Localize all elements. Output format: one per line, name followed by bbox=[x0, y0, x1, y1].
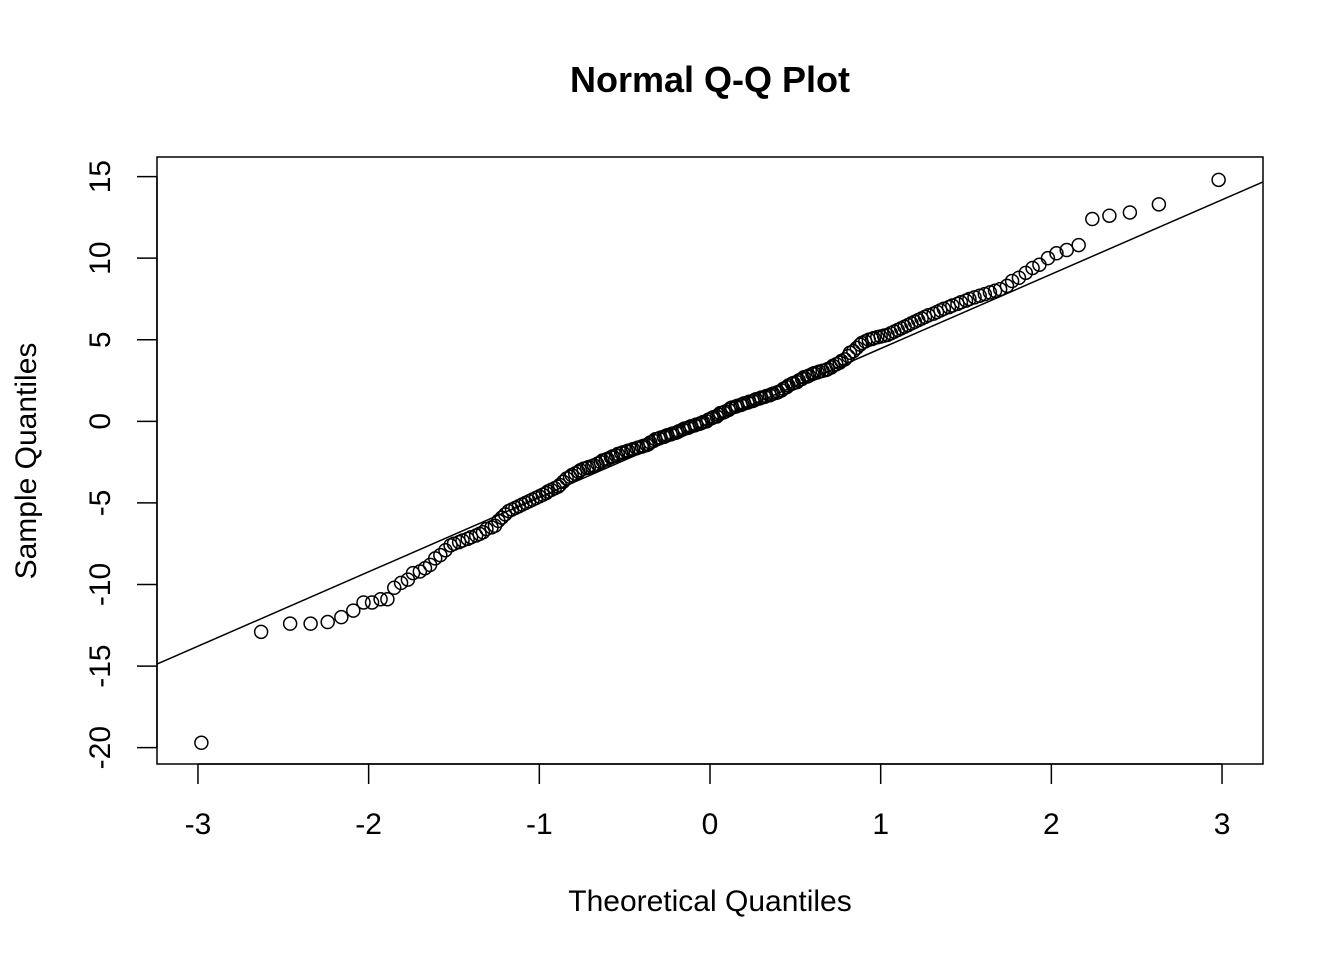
y-tick-label: 5 bbox=[84, 331, 117, 348]
x-tick-label: 0 bbox=[702, 808, 719, 841]
data-point bbox=[1102, 208, 1117, 223]
x-tick-label: -1 bbox=[526, 808, 553, 841]
data-point bbox=[393, 575, 409, 591]
data-point bbox=[405, 565, 421, 581]
data-point bbox=[1059, 242, 1074, 258]
y-tick-label: 0 bbox=[84, 413, 117, 430]
x-tick-label: -3 bbox=[185, 808, 212, 841]
x-axis: -3 -2 -1 0 1 2 3 bbox=[185, 763, 1231, 841]
x-tick-label: 3 bbox=[1214, 808, 1231, 841]
plot-frame bbox=[156, 156, 1264, 765]
y-tick-label: -20 bbox=[84, 726, 117, 769]
chart-title: Normal Q-Q Plot bbox=[570, 59, 850, 100]
x-tick-label: -2 bbox=[355, 808, 382, 841]
data-point bbox=[320, 614, 335, 630]
data-point bbox=[380, 591, 395, 607]
data-point bbox=[1122, 205, 1138, 220]
data-point bbox=[1211, 172, 1226, 188]
data-point bbox=[194, 735, 209, 751]
data-point bbox=[1004, 273, 1020, 289]
x-tick-label: 2 bbox=[1043, 808, 1060, 841]
y-tick-label: -5 bbox=[84, 490, 117, 517]
data-point bbox=[282, 616, 298, 631]
data-point bbox=[433, 547, 448, 563]
y-tick-label: -10 bbox=[84, 563, 117, 606]
data-point bbox=[1085, 211, 1100, 227]
data-points bbox=[194, 172, 1226, 751]
data-point bbox=[1025, 260, 1040, 276]
data-point bbox=[721, 402, 737, 418]
data-point bbox=[253, 624, 269, 640]
y-tick-label: 15 bbox=[84, 160, 117, 193]
y-tick-label: 10 bbox=[84, 241, 117, 274]
data-point bbox=[356, 595, 371, 610]
data-point bbox=[334, 609, 349, 625]
y-axis-label: Sample Quantiles bbox=[10, 343, 43, 580]
y-tick-label: -15 bbox=[84, 644, 117, 687]
data-point bbox=[303, 616, 318, 631]
data-point bbox=[346, 603, 361, 618]
y-axis: -20 -15 -10 -5 0 5 10 15 bbox=[84, 160, 158, 769]
data-point bbox=[550, 479, 566, 494]
x-tick-label: 1 bbox=[872, 808, 889, 841]
data-point bbox=[1040, 250, 1056, 266]
data-point bbox=[1049, 246, 1064, 261]
data-point bbox=[1071, 237, 1086, 253]
data-point bbox=[373, 591, 388, 607]
data-point bbox=[999, 278, 1015, 294]
data-point bbox=[475, 525, 491, 540]
data-point bbox=[992, 281, 1008, 297]
x-axis-label: Theoretical Quantiles bbox=[568, 885, 851, 918]
data-point bbox=[364, 595, 380, 610]
data-point bbox=[1151, 197, 1167, 212]
